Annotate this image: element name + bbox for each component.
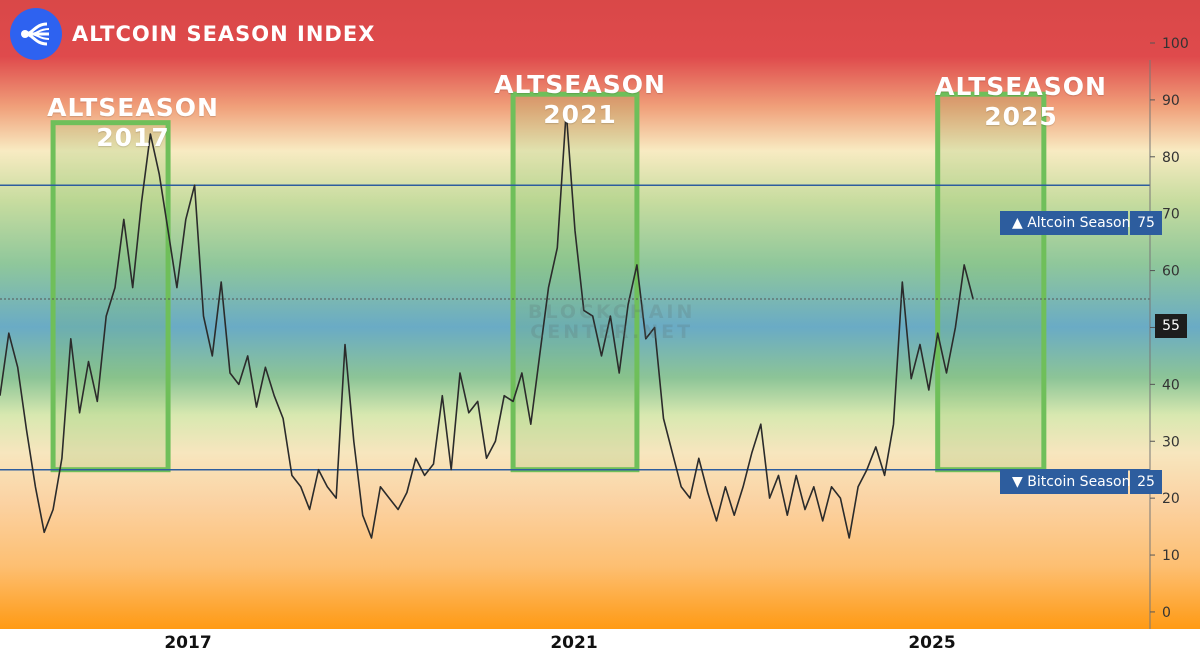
y-tick-label: 20 — [1162, 491, 1180, 507]
bitcoin-season-label: ▼ Bitcoin Season — [1000, 470, 1131, 494]
current-value-badge: 55 — [1155, 314, 1187, 338]
x-tick-label: 2021 — [550, 633, 598, 653]
y-tick-label: 100 — [1162, 36, 1189, 52]
y-tick-label: 10 — [1162, 548, 1180, 564]
y-tick-label: 40 — [1162, 377, 1180, 393]
x-tick-label: 2025 — [908, 633, 956, 653]
y-tick-label: 0 — [1162, 605, 1171, 621]
x-tick-label: 2017 — [164, 633, 212, 653]
altseason-2025-label: ALTSEASON 2025 — [935, 72, 1107, 131]
y-tick-label: 80 — [1162, 150, 1180, 166]
bitcoin-season-marker: ▼ Bitcoin Season 25 — [1000, 470, 1162, 494]
altcoin-season-label: ▲ Altcoin Season — [1000, 211, 1130, 235]
y-tick-label: 30 — [1162, 434, 1180, 450]
altcoin-season-value: 75 — [1130, 211, 1162, 235]
index-series-line — [0, 110, 974, 539]
y-tick-label: 70 — [1162, 207, 1180, 223]
y-tick-label: 90 — [1162, 93, 1180, 109]
bitcoin-season-value: 25 — [1130, 470, 1162, 494]
altseason-2017-label: ALTSEASON 2017 — [47, 93, 219, 152]
y-tick-label: 60 — [1162, 264, 1180, 280]
altseason-box — [935, 91, 1047, 473]
chart-title: ALTCOIN SEASON INDEX — [72, 22, 376, 46]
network-icon — [10, 8, 62, 60]
brand: ALTCOIN SEASON INDEX — [10, 8, 375, 60]
altcoin-season-marker: ▲ Altcoin Season 75 — [1000, 211, 1162, 235]
watermark: BLOCKCHAIN CENTER.NET — [528, 301, 696, 343]
altseason-2021-label: ALTSEASON 2021 — [494, 70, 666, 129]
altseason-box — [50, 120, 171, 473]
